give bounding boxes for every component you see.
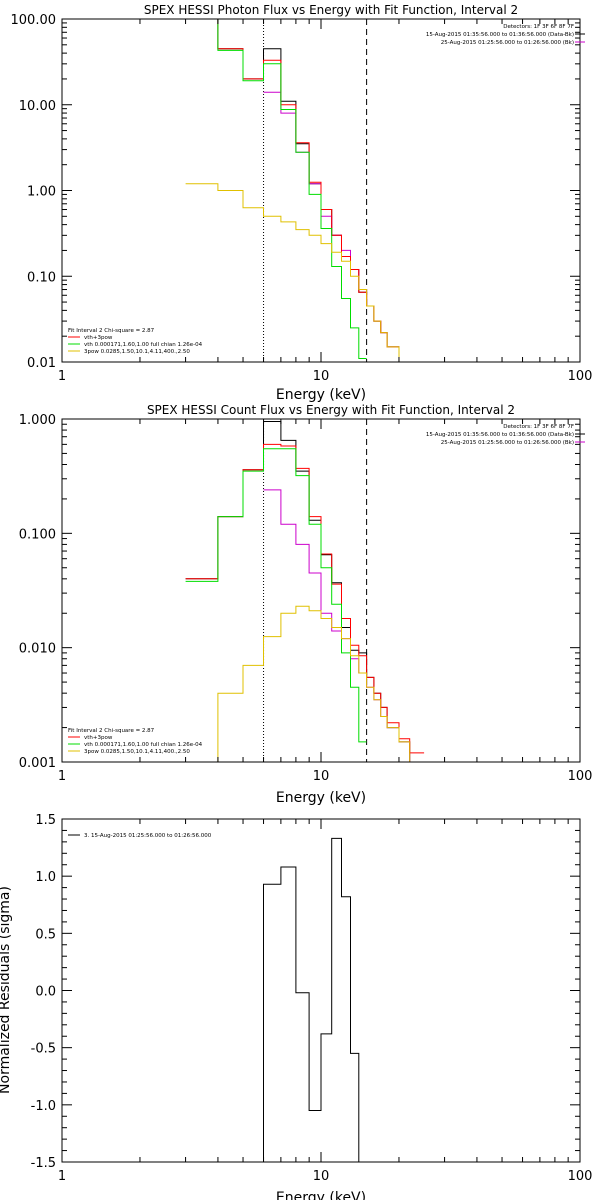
x-tick-label: 1 — [58, 1169, 66, 1184]
info-text: Detectors: 1F 3F 6F 8F 7F — [503, 424, 574, 430]
series-line-data-bk — [185, 421, 425, 762]
y-tick-label: 0.5 — [35, 927, 56, 942]
legend-text: 3. 15-Aug-2015 01:25:56.000 to 01:26:56.… — [84, 833, 212, 839]
x-tick-label: 10 — [313, 769, 330, 784]
photon-flux-panel: SPEX HESSI Photon Flux vs Energy with Fi… — [11, 3, 593, 403]
series-line-3pow — [185, 605, 425, 762]
plot-area — [185, 19, 425, 362]
series-line-3pow — [185, 183, 425, 362]
legend-text: vth+3pow — [84, 735, 113, 741]
x-tick-label: 1 — [58, 369, 66, 384]
chart-title: SPEX HESSI Count Flux vs Energy with Fit… — [147, 403, 515, 417]
y-tick-label: 0.010 — [19, 642, 56, 657]
series-line-bk — [263, 489, 425, 762]
y-tick-label: 1.00 — [27, 185, 56, 200]
legend-text: vth 0.000171,1.60,1.00 full chian 1.26e-… — [84, 742, 203, 748]
count-flux-panel: SPEX HESSI Count Flux vs Energy with Fit… — [19, 403, 593, 806]
x-tick-label: 100 — [568, 1169, 593, 1184]
x-tick-label: 1 — [58, 769, 66, 784]
y-tick-label: 0.001 — [19, 756, 56, 771]
y-axis-label: Normalized Residuals (sigma) — [0, 886, 13, 1094]
legend-text: Fit Interval 2 Chi-square = 2.87 — [68, 728, 155, 734]
x-axis-label: Energy (keV) — [276, 1190, 366, 1200]
info-text: 15-Aug-2015 01:35:56.000 to 01:36:56.000… — [426, 432, 574, 438]
legend-text: 3pow 0.0285,1.50,10.1,4.11,400.,2.50 — [84, 349, 190, 355]
series-line-vth-3pow — [185, 443, 425, 754]
chart-title: SPEX HESSI Photon Flux vs Energy with Fi… — [144, 3, 518, 17]
y-tick-label: 1.0 — [35, 870, 56, 885]
y-tick-label: 10.00 — [19, 99, 56, 114]
y-tick-label: 100.00 — [11, 13, 57, 28]
series-line-bk — [263, 91, 425, 362]
legend-text: 3pow 0.0285,1.50,10.1,4.11,400.,2.50 — [84, 749, 190, 755]
info-text: 25-Aug-2015 01:25:56.000 to 01:26:56.000… — [441, 40, 574, 46]
y-tick-label: -0.5 — [31, 1042, 56, 1057]
residuals-panel: Energy (keV) Normalized Residuals (sigma… — [0, 813, 592, 1200]
legend-text: Fit Interval 2 Chi-square = 2.87 — [68, 328, 155, 334]
legend-text: vth+3pow — [84, 335, 113, 341]
x-tick-label: 100 — [568, 769, 593, 784]
y-tick-label: 0.0 — [35, 985, 56, 1000]
series-line-vth — [185, 19, 367, 359]
plot-area — [185, 419, 425, 762]
series-line-3-15-aug-2015-01-25-56-000-to-01-26-56-000 — [263, 837, 360, 1162]
x-axis-label: Energy (keV) — [276, 387, 366, 403]
series-line-vth — [185, 448, 367, 743]
y-tick-label: 1.5 — [35, 813, 56, 828]
info-text: 25-Aug-2015 01:25:56.000 to 01:26:56.000… — [441, 440, 574, 446]
y-tick-label: -1.5 — [31, 1156, 56, 1171]
info-text: 15-Aug-2015 01:35:56.000 to 01:36:56.000… — [426, 32, 574, 38]
x-tick-label: 10 — [313, 1169, 330, 1184]
legend-text: vth 0.000171,1.60,1.00 full chian 1.26e-… — [84, 342, 203, 348]
x-axis-label: Energy (keV) — [276, 790, 366, 806]
y-tick-label: -1.0 — [31, 1099, 56, 1114]
y-tick-label: 0.01 — [27, 356, 56, 371]
plot-area — [263, 837, 360, 1162]
y-tick-label: 0.10 — [27, 270, 56, 285]
x-tick-label: 10 — [313, 369, 330, 384]
y-tick-label: 1.000 — [19, 413, 56, 428]
x-tick-label: 100 — [568, 369, 593, 384]
info-text: Detectors: 1F 3F 6F 8F 7F — [503, 24, 574, 30]
y-tick-label: 0.100 — [19, 527, 56, 542]
